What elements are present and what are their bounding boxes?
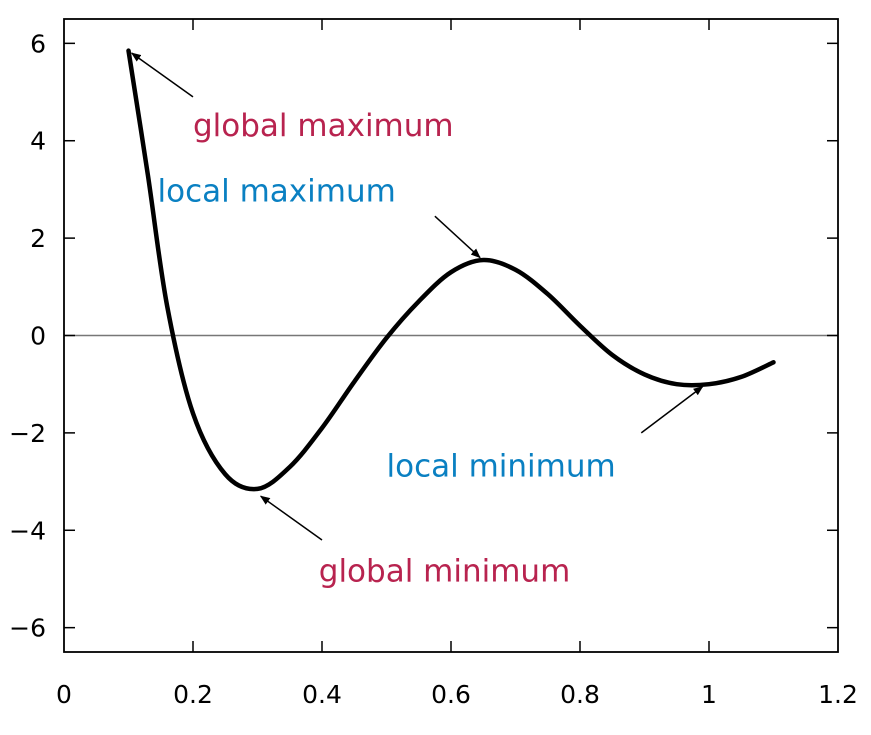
annotation-arrow [130, 52, 194, 98]
annotation-arrow [640, 386, 704, 434]
x-tick-label: 1.2 [818, 680, 858, 709]
y-tick-label: −6 [9, 614, 46, 643]
series-line-0 [126, 48, 776, 492]
y-tick-label: 4 [30, 127, 46, 156]
x-tick-label: 0.6 [431, 680, 471, 709]
y-tick-label: −2 [9, 419, 46, 448]
annotation-label: local maximum [158, 174, 396, 210]
x-tick-label: 0.2 [173, 680, 213, 709]
x-tick-label: 0.4 [302, 680, 342, 709]
y-tick-label: 2 [30, 224, 46, 253]
plot-frame [63, 18, 839, 653]
annotation-arrow [434, 215, 481, 259]
annotation-arrow [259, 495, 323, 541]
annotation-label: global maximum [193, 108, 454, 144]
series-layer [126, 48, 776, 492]
annotation-label: local minimum [387, 449, 616, 485]
annotation-label: global minimum [319, 553, 571, 589]
x-tick-label: 0 [56, 680, 72, 709]
annotation-layer: global maximum local maximum local minimum… [130, 52, 704, 589]
axis-tick-labels: 0 0.2 0.4 0.6 0.8 1 1.2 −6 −4 −2 0 2 4 6 [9, 29, 858, 709]
x-tick-label: 0.8 [560, 680, 600, 709]
y-tick-label: 0 [30, 322, 46, 351]
x-tick-label: 1 [701, 680, 717, 709]
axis-ticks [64, 19, 838, 652]
y-tick-label: −4 [9, 516, 46, 545]
y-tick-label: 6 [30, 29, 46, 58]
